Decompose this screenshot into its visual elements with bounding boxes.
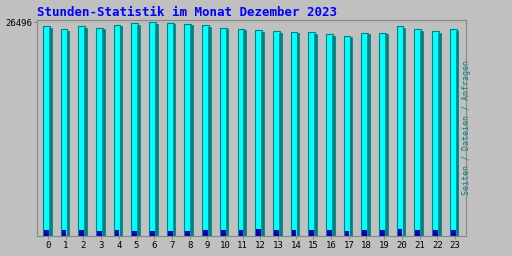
- Bar: [314, 34, 317, 236]
- Bar: [96, 28, 103, 236]
- Bar: [273, 31, 280, 236]
- Bar: [279, 33, 282, 236]
- Bar: [102, 29, 104, 236]
- Bar: [380, 230, 385, 236]
- Bar: [203, 230, 208, 236]
- Bar: [208, 27, 211, 236]
- Bar: [244, 30, 246, 236]
- Bar: [367, 34, 370, 236]
- Bar: [350, 37, 352, 236]
- Y-axis label: Seiten / Dateien / Anfragen: Seiten / Dateien / Anfragen: [462, 60, 471, 195]
- Bar: [398, 229, 402, 236]
- Bar: [238, 29, 244, 236]
- Bar: [239, 230, 243, 236]
- Bar: [67, 31, 69, 236]
- Bar: [385, 34, 388, 236]
- Bar: [274, 230, 279, 236]
- Bar: [150, 231, 155, 236]
- Bar: [149, 22, 156, 236]
- Bar: [221, 230, 226, 236]
- Bar: [308, 32, 315, 236]
- Bar: [344, 36, 350, 236]
- Bar: [361, 33, 368, 236]
- Bar: [327, 230, 332, 236]
- Bar: [309, 230, 314, 236]
- Bar: [60, 29, 68, 236]
- Bar: [379, 33, 386, 236]
- Bar: [255, 30, 262, 236]
- Bar: [226, 29, 228, 236]
- Bar: [292, 230, 296, 236]
- Bar: [137, 25, 140, 236]
- Bar: [167, 23, 174, 236]
- Bar: [256, 229, 261, 236]
- Bar: [220, 28, 227, 236]
- Bar: [84, 28, 87, 236]
- Bar: [79, 230, 84, 236]
- Bar: [44, 230, 49, 236]
- Bar: [326, 34, 333, 236]
- Bar: [397, 26, 403, 236]
- Bar: [345, 231, 349, 236]
- Bar: [114, 25, 120, 236]
- Bar: [451, 230, 456, 236]
- Bar: [168, 231, 173, 236]
- Bar: [261, 32, 264, 236]
- Bar: [97, 231, 102, 236]
- Bar: [362, 230, 367, 236]
- Bar: [433, 230, 438, 236]
- Bar: [190, 25, 193, 236]
- Bar: [296, 34, 299, 236]
- Bar: [438, 33, 441, 236]
- Bar: [49, 28, 52, 236]
- Bar: [184, 24, 191, 236]
- Bar: [185, 231, 190, 236]
- Bar: [202, 25, 209, 236]
- Bar: [132, 23, 138, 236]
- Bar: [332, 36, 334, 236]
- Bar: [155, 24, 158, 236]
- Bar: [78, 26, 85, 236]
- Bar: [420, 31, 423, 236]
- Bar: [133, 231, 137, 236]
- Bar: [115, 230, 119, 236]
- Bar: [61, 230, 67, 236]
- Bar: [432, 31, 439, 236]
- Text: Stunden-Statistik im Monat Dezember 2023: Stunden-Statistik im Monat Dezember 2023: [36, 6, 336, 18]
- Bar: [402, 28, 406, 236]
- Bar: [43, 26, 50, 236]
- Bar: [414, 29, 421, 236]
- Bar: [173, 24, 176, 236]
- Bar: [450, 29, 457, 236]
- Bar: [291, 32, 297, 236]
- Bar: [120, 26, 122, 236]
- Bar: [456, 31, 458, 236]
- Bar: [415, 230, 420, 236]
